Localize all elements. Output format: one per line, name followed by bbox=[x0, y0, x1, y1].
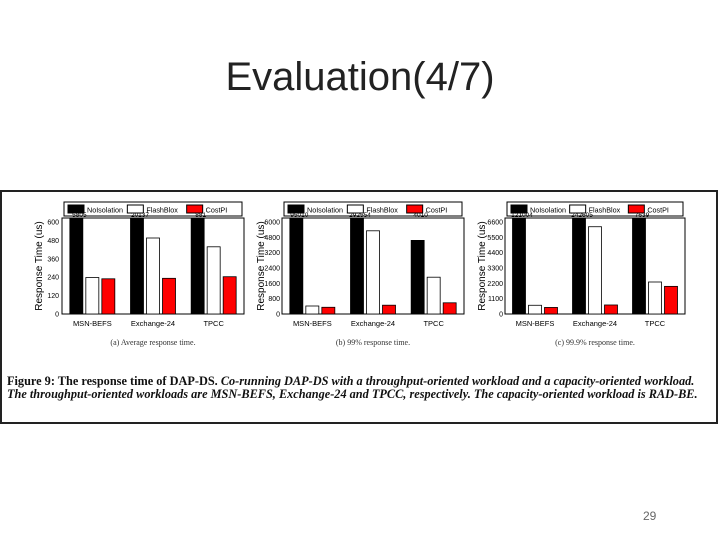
panel-1-ytick-1: 600 bbox=[47, 220, 59, 227]
panel-3-ylabel: Response Time (us) bbox=[477, 221, 488, 310]
panel-1-subtitle: (a) Average response time. bbox=[110, 338, 195, 347]
panel-3-bar-flashblox-2 bbox=[588, 226, 602, 315]
panel-1-data-label-3: 881 bbox=[195, 212, 206, 219]
caption-body: Co-running DAP-DS with a throughput-orie… bbox=[7, 374, 698, 402]
panel-2-xtick-2: Exchange-24 bbox=[351, 319, 395, 328]
figure-caption: Figure 9: The response time of DAP-DS. C… bbox=[7, 374, 715, 402]
panel-1-data-label-1: 5805 bbox=[72, 212, 87, 219]
panel-2-legend-swatch-1 bbox=[287, 204, 305, 214]
panel-2-legend-label-2: FlashBlox bbox=[366, 206, 398, 215]
panel-1-ytick-4: 240 bbox=[47, 275, 59, 282]
panel-2-subtitle: (b) 99% response time. bbox=[336, 338, 410, 347]
panel-3-ytick-4: 3300 bbox=[487, 266, 503, 273]
panel-3-bar-noisolation-1 bbox=[512, 217, 526, 315]
panel-3-legend-swatch-3 bbox=[627, 204, 645, 214]
panel-2-bar-noisolation-2 bbox=[350, 217, 364, 315]
panel-2-xtick-3: TPCC bbox=[423, 319, 444, 328]
panel-3-legend-swatch-1 bbox=[510, 204, 528, 214]
panel-1-data-label-2: 20137 bbox=[131, 212, 149, 219]
panel-2-data-label-1: 95010 bbox=[290, 212, 308, 219]
panel-2-bar-flashblox-1 bbox=[305, 305, 320, 315]
panel-3-data-label-3: 7639 bbox=[635, 212, 650, 219]
panel-1-ytick-3: 360 bbox=[47, 256, 59, 263]
panel-2-ytick-1: 6000 bbox=[264, 220, 280, 227]
panel-2-data-label-3: 4010 bbox=[413, 212, 428, 219]
panel-3-xtick-3: TPCC bbox=[645, 319, 666, 328]
panel-1-bar-costpi-1 bbox=[101, 278, 116, 315]
panel-2-bar-costpi-1 bbox=[321, 306, 336, 315]
panel-3-bar-costpi-1 bbox=[544, 307, 558, 315]
panel-3-bar-costpi-3 bbox=[664, 285, 678, 315]
panel-3-ytick-2: 5500 bbox=[487, 235, 503, 242]
panel-2-ytick-4: 2400 bbox=[264, 266, 280, 273]
panel-2-bar-noisolation-3 bbox=[410, 240, 425, 315]
panel-3-bar-costpi-2 bbox=[604, 304, 618, 315]
panel-1-bar-costpi-2 bbox=[162, 277, 176, 315]
panel-2-ytick-3: 3200 bbox=[264, 250, 280, 257]
panel-3-xtick-1: MSN-BEFS bbox=[516, 319, 555, 328]
panel-1-legend-swatch-3 bbox=[186, 204, 204, 214]
panel-1-ylabel: Response Time (us) bbox=[34, 221, 45, 310]
figure-image: NoIsolation FlashBlox CostPI 600 480 360 240 12… bbox=[0, 190, 718, 424]
charts-svg: NoIsolation FlashBlox CostPI 600 480 360 240 12… bbox=[34, 201, 686, 347]
panel-2-ytick-2: 4800 bbox=[264, 235, 280, 242]
panel-1-ytick-2: 480 bbox=[47, 238, 59, 245]
panel-1-xtick-2: Exchange-24 bbox=[131, 319, 175, 328]
panel-2-ylabel: Response Time (us) bbox=[256, 221, 267, 310]
panel-2-legend-swatch-2 bbox=[346, 204, 364, 214]
panel-2-legend-label-1: NoIsolation bbox=[307, 206, 343, 215]
panel-1-legend-label-2: FlashBlox bbox=[146, 206, 178, 215]
panel-1-xtick-1: MSN-BEFS bbox=[73, 319, 112, 328]
panel-2-ytick-7: 0 bbox=[276, 312, 280, 319]
panel-2-bar-noisolation-1 bbox=[289, 217, 304, 315]
panel-3-legend-label-1: NoIsolation bbox=[530, 206, 566, 215]
panel-1-bar-noisolation-1 bbox=[69, 217, 84, 315]
panel-3-bar-flashblox-1 bbox=[528, 304, 542, 315]
panel-3-legend-swatch-2 bbox=[569, 204, 587, 214]
page-number: 29 bbox=[643, 509, 657, 523]
panel-1-xtick-3: TPCC bbox=[203, 319, 224, 328]
panel-2-legend-label-3: CostPI bbox=[426, 206, 448, 215]
panel-3-data-label-1: 121004 bbox=[511, 212, 533, 219]
panel-1-legend-swatch-1 bbox=[67, 204, 85, 214]
panel-3-ytick-1: 6600 bbox=[487, 220, 503, 227]
panel-3-ytick-6: 1100 bbox=[488, 296, 503, 303]
panel-2-bar-flashblox-3 bbox=[426, 276, 441, 315]
panel-2-ytick-5: 1600 bbox=[264, 281, 280, 288]
panel-1-ytick-6: 0 bbox=[55, 312, 59, 319]
panel-3-bar-noisolation-2 bbox=[572, 217, 586, 315]
slide-title: Evaluation(4/7) bbox=[225, 55, 495, 99]
panel-3-legend-label-2: FlashBlox bbox=[589, 206, 621, 215]
panel-2-bar-costpi-2 bbox=[382, 304, 396, 315]
panel-1-bar-noisolation-3 bbox=[190, 217, 205, 315]
panel-3-legend-label-3: CostPI bbox=[647, 206, 669, 215]
panel-1-bar-flashblox-3 bbox=[206, 246, 221, 315]
panel-3-subtitle: (c) 99.9% response time. bbox=[555, 338, 635, 347]
panel-1-legend-swatch-2 bbox=[126, 204, 144, 214]
panel-2-bar-costpi-3 bbox=[442, 302, 457, 315]
panel-2-bar-flashblox-2 bbox=[366, 230, 380, 315]
panel-1-bar-costpi-3 bbox=[222, 276, 237, 315]
panel-2-data-label-2: 292554 bbox=[349, 212, 371, 219]
panel-3-ytick-5: 2200 bbox=[487, 281, 503, 288]
panel-3-xtick-2: Exchange-24 bbox=[573, 319, 617, 328]
panel-1-ytick-5: 120 bbox=[47, 293, 59, 300]
panel-1-bar-flashblox-1 bbox=[85, 277, 100, 315]
panel-2-ytick-6: 800 bbox=[268, 296, 280, 303]
caption-lead: Figure 9: The response time of DAP-DS. bbox=[7, 374, 218, 388]
panel-2-xtick-1: MSN-BEFS bbox=[293, 319, 332, 328]
panel-2-legend-swatch-3 bbox=[406, 204, 424, 214]
panel-1-bar-noisolation-2 bbox=[130, 217, 144, 315]
panel-1-legend-label-3: CostPI bbox=[206, 206, 228, 215]
panel-3-bar-noisolation-3 bbox=[632, 217, 646, 315]
panel-1-legend-label-1: NoIsolation bbox=[87, 206, 123, 215]
panel-3-ytick-3: 4400 bbox=[487, 250, 503, 257]
panel-3-data-label-2: 242605 bbox=[571, 212, 593, 219]
panel-3-bar-flashblox-3 bbox=[648, 281, 662, 315]
panel-1-bar-flashblox-2 bbox=[146, 237, 160, 315]
panel-3-ytick-7: 0 bbox=[499, 312, 503, 319]
